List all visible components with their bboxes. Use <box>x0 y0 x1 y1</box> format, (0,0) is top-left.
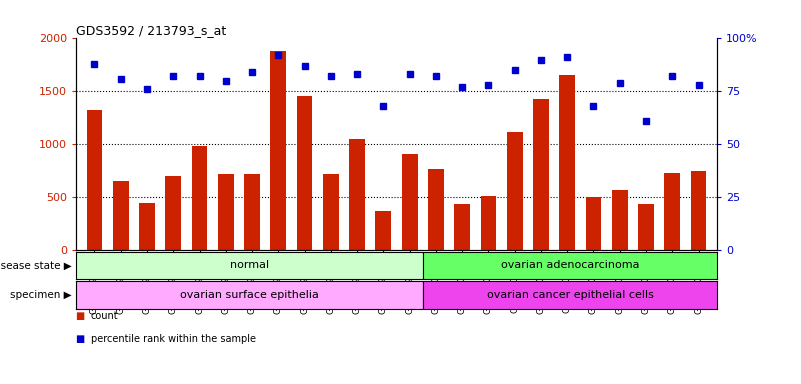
Bar <box>533 99 549 250</box>
Bar <box>376 210 391 250</box>
Bar <box>690 172 706 250</box>
Bar <box>638 204 654 250</box>
Bar <box>423 281 717 309</box>
Bar <box>139 203 155 250</box>
Text: specimen ▶: specimen ▶ <box>10 290 72 300</box>
Bar <box>423 252 717 279</box>
Text: normal: normal <box>230 260 269 270</box>
Text: ■: ■ <box>76 334 88 344</box>
Bar <box>218 174 234 250</box>
Bar <box>349 139 365 250</box>
Bar <box>113 181 129 250</box>
Text: ovarian cancer epithelial cells: ovarian cancer epithelial cells <box>486 290 654 300</box>
Bar <box>191 146 207 250</box>
Text: disease state ▶: disease state ▶ <box>0 260 72 270</box>
Text: percentile rank within the sample: percentile rank within the sample <box>91 334 256 344</box>
Text: GDS3592 / 213793_s_at: GDS3592 / 213793_s_at <box>76 24 227 37</box>
Bar <box>244 174 260 250</box>
Bar <box>271 51 286 250</box>
Bar <box>76 252 423 279</box>
Bar <box>586 197 602 250</box>
Bar <box>428 169 444 250</box>
Bar <box>559 75 575 250</box>
Bar <box>87 110 103 250</box>
Bar <box>296 96 312 250</box>
Bar <box>76 281 423 309</box>
Bar <box>507 132 522 250</box>
Text: ovarian surface epithelia: ovarian surface epithelia <box>180 290 319 300</box>
Bar <box>165 176 181 250</box>
Bar <box>481 196 497 250</box>
Bar <box>454 204 470 250</box>
Bar <box>664 172 680 250</box>
Bar <box>402 154 417 250</box>
Text: count: count <box>91 311 118 321</box>
Text: ovarian adenocarcinoma: ovarian adenocarcinoma <box>501 260 639 270</box>
Text: ■: ■ <box>76 311 88 321</box>
Bar <box>323 174 339 250</box>
Bar <box>612 190 628 250</box>
